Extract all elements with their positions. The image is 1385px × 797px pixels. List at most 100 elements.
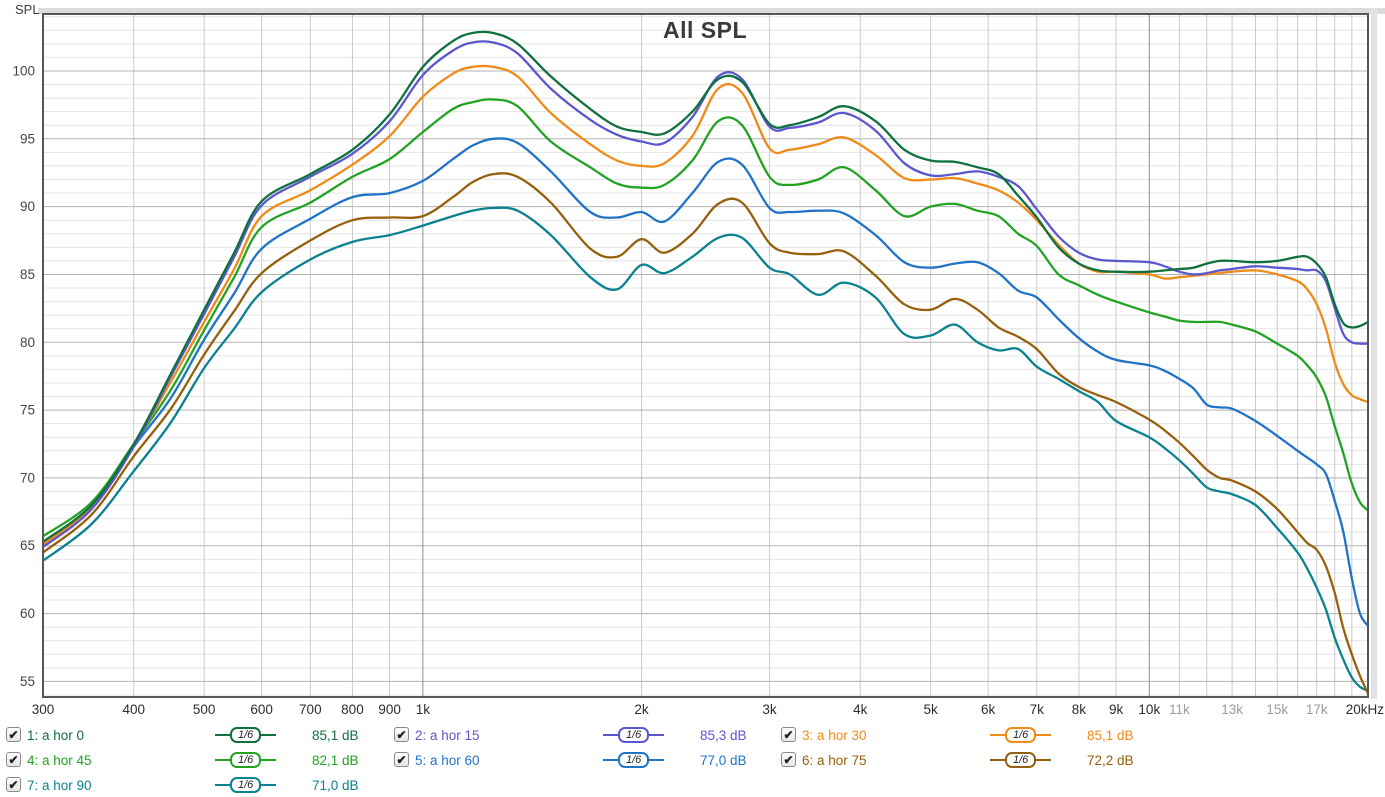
- measurement-checkbox[interactable]: ✔: [6, 727, 21, 742]
- badge-line-right: [1036, 734, 1052, 736]
- smoothing-badge: 1/6: [215, 752, 277, 768]
- svg-text:6k: 6k: [981, 702, 996, 717]
- svg-text:90: 90: [20, 199, 35, 214]
- spl-plot: 100 95 90 85 80 75 70 65 60 55 300 400 500 600 700 800 9…: [12, 13, 1385, 717]
- measurement-level: 85,1 dB: [312, 728, 359, 743]
- svg-text:75: 75: [20, 403, 35, 418]
- badge-line-right: [261, 734, 277, 736]
- plot-bevel-right: [1371, 8, 1377, 699]
- checkmark-icon: ✔: [8, 728, 19, 742]
- checkmark-icon: ✔: [8, 753, 19, 767]
- checkmark-icon: ✔: [8, 778, 19, 792]
- measurement-label[interactable]: 2: a hor 15: [415, 728, 480, 743]
- measurement-level: 77,0 dB: [700, 753, 747, 768]
- legend-item: ✔ 4: a hor 45 1/6 82,1 dB: [6, 752, 378, 768]
- checkmark-icon: ✔: [396, 728, 407, 742]
- measurement-checkbox[interactable]: ✔: [781, 752, 796, 767]
- badge-line-left: [603, 734, 618, 736]
- measurement-label[interactable]: 7: a hor 90: [27, 778, 92, 793]
- badge-line-left: [215, 734, 230, 736]
- measurement-level: 72,2 dB: [1087, 753, 1134, 768]
- badge-line-left: [215, 784, 230, 786]
- svg-text:500: 500: [193, 702, 216, 717]
- smoothing-value: 1/6: [618, 727, 650, 743]
- smoothing-badge: 1/6: [215, 777, 277, 793]
- svg-text:3k: 3k: [762, 702, 777, 717]
- legend-item: ✔ 5: a hor 60 1/6 77,0 dB: [394, 752, 766, 768]
- svg-text:9k: 9k: [1109, 702, 1124, 717]
- svg-text:80: 80: [20, 335, 35, 350]
- svg-text:60: 60: [20, 606, 35, 621]
- smoothing-badge: 1/6: [603, 752, 665, 768]
- measurement-checkbox[interactable]: ✔: [6, 777, 21, 792]
- measurement-checkbox[interactable]: ✔: [6, 752, 21, 767]
- checkmark-icon: ✔: [783, 728, 794, 742]
- svg-text:11k: 11k: [1169, 702, 1190, 717]
- badge-line-right: [649, 734, 665, 736]
- svg-text:5k: 5k: [923, 702, 938, 717]
- smoothing-badge: 1/6: [215, 727, 277, 743]
- svg-text:300: 300: [32, 702, 55, 717]
- measurement-label[interactable]: 5: a hor 60: [415, 753, 480, 768]
- measurement-level: 71,0 dB: [312, 778, 359, 793]
- svg-text:4k: 4k: [853, 702, 868, 717]
- badge-line-left: [990, 759, 1005, 761]
- smoothing-badge: 1/6: [990, 727, 1052, 743]
- svg-text:95: 95: [20, 131, 35, 146]
- svg-text:900: 900: [378, 702, 401, 717]
- smoothing-value: 1/6: [230, 752, 262, 768]
- svg-text:100: 100: [12, 63, 35, 78]
- legend-item: ✔ 7: a hor 90 1/6 71,0 dB: [6, 777, 378, 793]
- smoothing-value: 1/6: [1005, 727, 1037, 743]
- plot-bevel-top: [38, 8, 1385, 14]
- svg-text:600: 600: [250, 702, 273, 717]
- svg-text:700: 700: [299, 702, 322, 717]
- smoothing-value: 1/6: [230, 727, 262, 743]
- measurement-checkbox[interactable]: ✔: [394, 752, 409, 767]
- checkmark-icon: ✔: [396, 753, 407, 767]
- measurement-level: 85,1 dB: [1087, 728, 1134, 743]
- measurement-level: 82,1 dB: [312, 753, 359, 768]
- svg-text:7k: 7k: [1030, 702, 1045, 717]
- badge-line-left: [990, 734, 1005, 736]
- smoothing-value: 1/6: [1005, 752, 1037, 768]
- y-axis-title: SPL: [15, 2, 40, 17]
- measurement-label[interactable]: 3: a hor 30: [802, 728, 867, 743]
- svg-text:20kHz: 20kHz: [1346, 702, 1385, 717]
- svg-text:70: 70: [20, 470, 35, 485]
- svg-text:85: 85: [20, 267, 35, 282]
- badge-line-right: [261, 784, 277, 786]
- badge-line-right: [649, 759, 665, 761]
- svg-text:1k: 1k: [416, 702, 431, 717]
- badge-line-right: [261, 759, 277, 761]
- measurement-label[interactable]: 6: a hor 75: [802, 753, 867, 768]
- svg-text:8k: 8k: [1072, 702, 1087, 717]
- checkmark-icon: ✔: [783, 753, 794, 767]
- svg-text:13k: 13k: [1221, 702, 1243, 717]
- legend-item: ✔ 1: a hor 0 1/6 85,1 dB: [6, 727, 378, 743]
- badge-line-right: [1036, 759, 1052, 761]
- svg-text:400: 400: [122, 702, 145, 717]
- svg-text:17k: 17k: [1306, 702, 1328, 717]
- measurement-label[interactable]: 4: a hor 45: [27, 753, 92, 768]
- badge-line-left: [603, 759, 618, 761]
- measurement-level: 85,3 dB: [700, 728, 747, 743]
- badge-line-left: [215, 759, 230, 761]
- svg-text:55: 55: [20, 674, 35, 689]
- svg-text:2k: 2k: [634, 702, 649, 717]
- measurement-checkbox[interactable]: ✔: [781, 727, 796, 742]
- legend-item: ✔ 3: a hor 30 1/6 85,1 dB: [781, 727, 1153, 743]
- legend-item: ✔ 2: a hor 15 1/6 85,3 dB: [394, 727, 766, 743]
- svg-text:10k: 10k: [1138, 702, 1160, 717]
- measurement-label[interactable]: 1: a hor 0: [27, 728, 85, 743]
- smoothing-value: 1/6: [618, 752, 650, 768]
- legend-item: ✔ 6: a hor 75 1/6 72,2 dB: [781, 752, 1153, 768]
- svg-text:15k: 15k: [1266, 702, 1288, 717]
- measurement-checkbox[interactable]: ✔: [394, 727, 409, 742]
- svg-text:800: 800: [341, 702, 364, 717]
- smoothing-badge: 1/6: [990, 752, 1052, 768]
- svg-text:65: 65: [20, 538, 35, 553]
- smoothing-badge: 1/6: [603, 727, 665, 743]
- smoothing-value: 1/6: [230, 777, 262, 793]
